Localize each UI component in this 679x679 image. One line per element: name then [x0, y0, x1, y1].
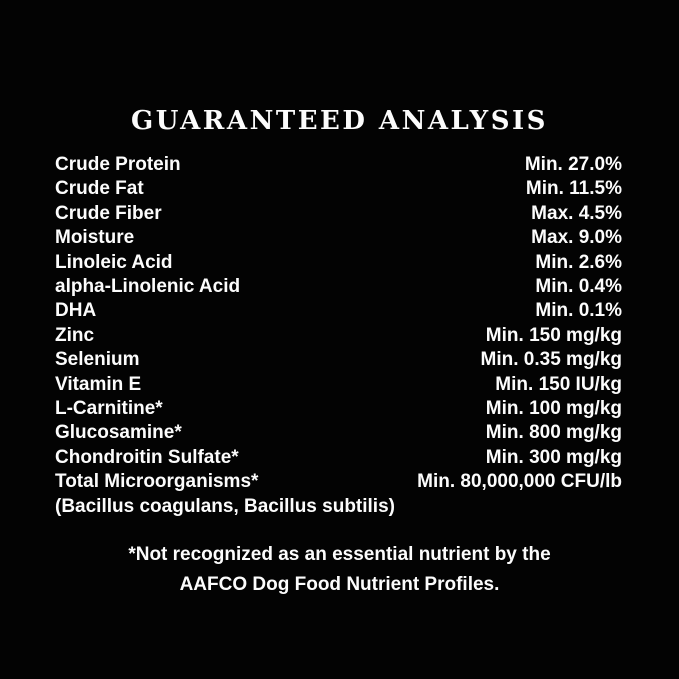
analysis-row: Zinc Min. 150 mg/kg	[55, 324, 622, 348]
nutrient-value: Min. 300 mg/kg	[485, 446, 622, 468]
nutrient-value: Min. 150 mg/kg	[485, 324, 622, 346]
footnote: *Not recognized as an essential nutrient…	[0, 540, 679, 600]
nutrient-name: Chondroitin Sulfate*	[55, 446, 239, 468]
analysis-row: L-Carnitine* Min. 100 mg/kg	[55, 397, 622, 421]
footnote-line-2: AAFCO Dog Food Nutrient Profiles.	[179, 574, 500, 596]
nutrient-value: Min. 800 mg/kg	[485, 422, 622, 444]
footnote-line-1: *Not recognized as an essential nutrient…	[128, 544, 551, 566]
analysis-row: Moisture Max. 9.0%	[55, 226, 622, 250]
nutrient-value: Max. 4.5%	[531, 202, 622, 224]
analysis-row: Chondroitin Sulfate* Min. 300 mg/kg	[55, 446, 622, 470]
analysis-table: Crude Protein Min. 27.0% Crude Fat Min. 11.…	[55, 153, 622, 519]
analysis-row: Linoleic Acid Min. 2.6%	[55, 251, 622, 275]
microorganisms-species-note: (Bacillus coagulans, Bacillus subtilis)	[55, 495, 395, 517]
nutrient-value: Min. 100 mg/kg	[485, 398, 622, 420]
page-title: GUARANTEED ANALYSIS	[131, 106, 548, 136]
nutrient-value: Min. 11.5%	[525, 178, 622, 200]
nutrient-name: alpha-Linolenic Acid	[55, 276, 241, 298]
nutrient-value: Min. 0.1%	[535, 300, 622, 322]
analysis-row: Crude Fiber Max. 4.5%	[55, 202, 622, 226]
nutrient-value: Min. 27.0%	[524, 154, 622, 175]
nutrient-name: Crude Protein	[55, 154, 181, 175]
nutrient-value: Min. 2.6%	[535, 251, 622, 273]
nutrient-name: L-Carnitine*	[55, 398, 163, 420]
analysis-row: Vitamin E Min. 150 IU/kg	[55, 373, 622, 397]
nutrient-name: Moisture	[55, 227, 135, 249]
nutrient-name: Total Microorganisms*	[55, 471, 259, 493]
nutrient-name: Selenium	[55, 349, 140, 371]
nutrient-value: Max. 9.0%	[531, 227, 622, 249]
analysis-row: Total Microorganisms* Min. 80,000,000 CFU…	[55, 470, 622, 494]
nutrient-value: Min. 0.35 mg/kg	[480, 349, 622, 371]
nutrient-value: Min. 150 IU/kg	[495, 373, 622, 395]
nutrient-name: DHA	[55, 300, 97, 322]
nutrient-value: Min. 80,000,000 CFU/lb	[417, 471, 622, 493]
analysis-row: Selenium Min. 0.35 mg/kg	[55, 348, 622, 372]
nutrient-value: Min. 0.4%	[535, 276, 622, 298]
nutrient-name: Crude Fiber	[55, 202, 162, 224]
analysis-row: DHA Min. 0.1%	[55, 299, 622, 323]
analysis-row: Glucosamine* Min. 800 mg/kg	[55, 421, 622, 445]
analysis-rows-container: Crude Protein Min. 27.0% Crude Fat Min. 11.…	[55, 153, 622, 495]
analysis-row: Crude Fat Min. 11.5%	[55, 177, 622, 201]
nutrient-name: Zinc	[55, 324, 95, 346]
nutrient-name: Glucosamine*	[55, 422, 182, 444]
nutrient-name: Linoleic Acid	[55, 251, 173, 273]
analysis-row: alpha-Linolenic Acid Min. 0.4%	[55, 275, 622, 299]
analysis-row: Crude Protein Min. 27.0%	[55, 153, 622, 177]
nutrient-name: Vitamin E	[55, 373, 142, 395]
nutrient-name: Crude Fat	[55, 178, 144, 200]
